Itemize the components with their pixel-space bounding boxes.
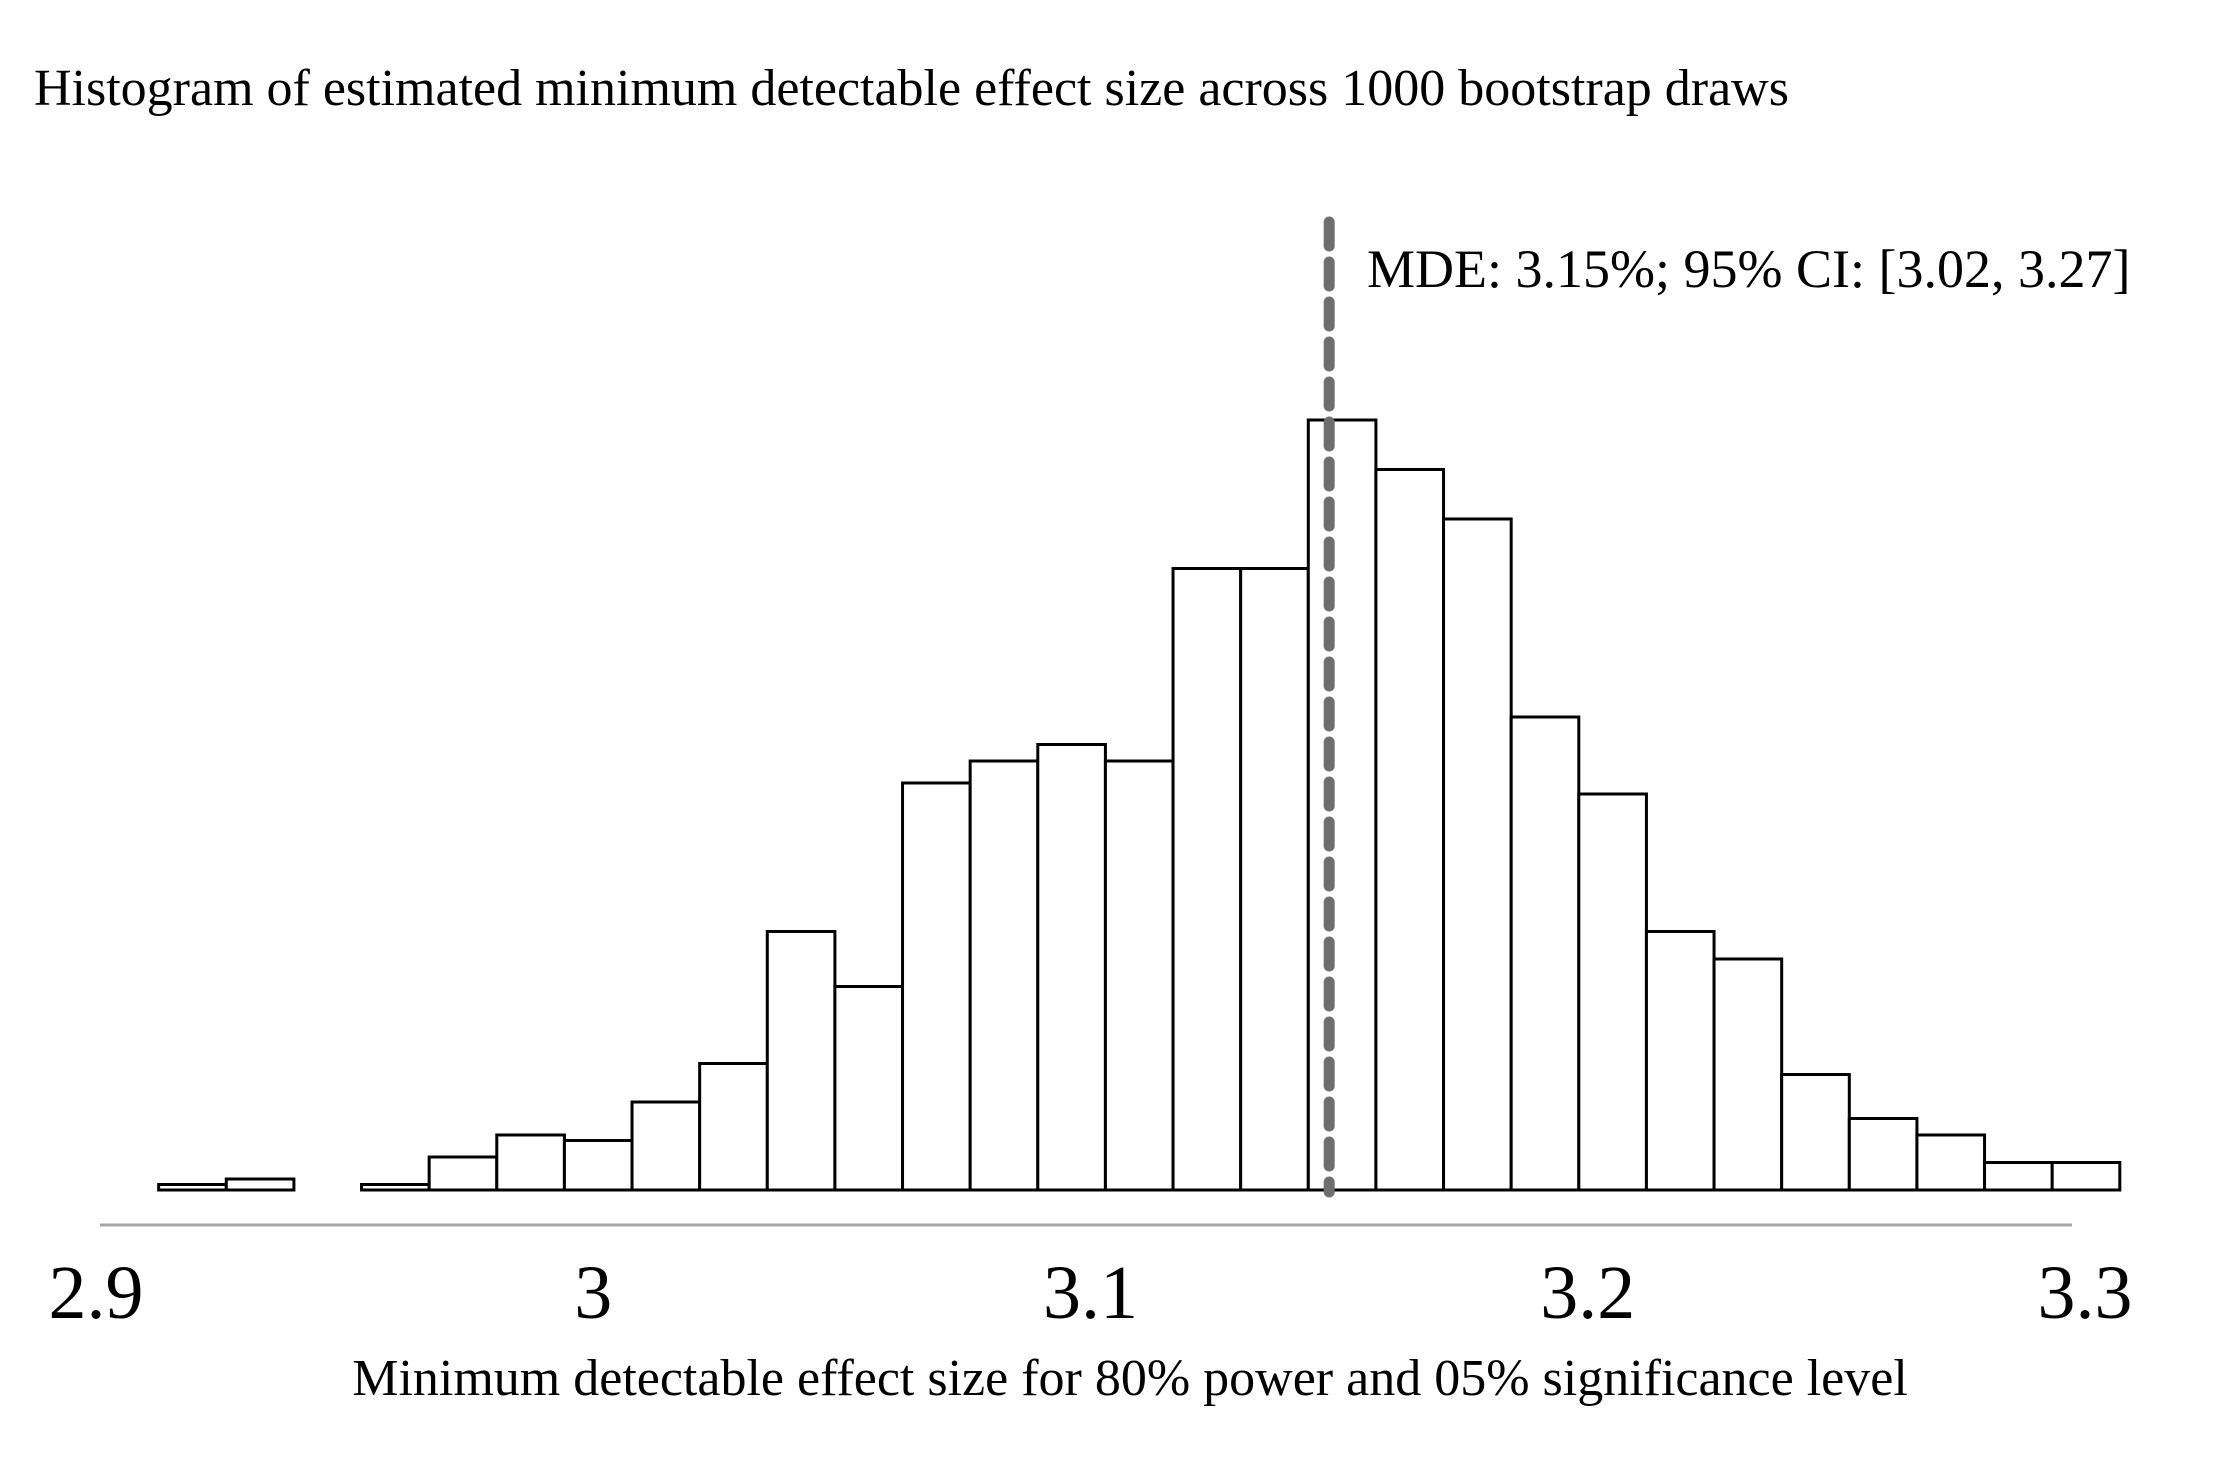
histogram-bar: [224, 1177, 296, 1192]
histogram-bar: [1509, 715, 1581, 1192]
histogram-bar: [1103, 759, 1175, 1192]
histogram-bar: [630, 1100, 702, 1192]
x-tick-label: 3: [574, 1251, 612, 1335]
x-tick-label: 2.9: [49, 1251, 144, 1335]
histogram-bar: [1847, 1117, 1919, 1192]
histogram-bar: [1577, 792, 1648, 1192]
histogram-bar: [1780, 1073, 1851, 1192]
histogram-bar: [1712, 957, 1784, 1192]
x-tick-label: 3.3: [2038, 1251, 2133, 1335]
x-tick-label: 3.1: [1043, 1251, 1138, 1335]
x-axis-label: Minimum detectable effect size for 80% p…: [352, 1350, 1908, 1407]
histogram-bar: [833, 985, 905, 1192]
histogram-bar: [2050, 1161, 2122, 1192]
histogram-bar: [1306, 418, 1378, 1192]
x-tick-label: 3.2: [1540, 1251, 1635, 1335]
histogram-bar: [1983, 1161, 2054, 1192]
histogram-bar: [495, 1133, 566, 1192]
histogram-bar: [765, 930, 837, 1192]
histogram-bar: [562, 1139, 634, 1192]
histogram-bar: [1442, 517, 1513, 1192]
histogram-bar: [1374, 468, 1446, 1192]
mde-annotation: MDE: 3.15%; 95% CI: [3.02, 3.27]: [1367, 239, 2130, 299]
histogram-bar: [1644, 930, 1716, 1192]
histogram-bar: [1036, 743, 1107, 1192]
histogram-bar: [360, 1183, 431, 1192]
chart-title: Histogram of estimated minimum detectabl…: [34, 60, 1789, 117]
x-axis-ticks: 2.9 3 3.1 3.2 3.3: [49, 1251, 2133, 1335]
histogram-bar: [901, 781, 972, 1192]
histogram-bar: [1171, 567, 1243, 1192]
histogram-bar: [968, 759, 1040, 1192]
histogram-bar: [1915, 1133, 1987, 1192]
histogram-bar: [1239, 567, 1310, 1192]
histogram-bar: [157, 1183, 228, 1192]
histogram-bar: [427, 1155, 499, 1192]
histogram-bars: [157, 418, 2122, 1192]
histogram-bar: [698, 1062, 769, 1192]
